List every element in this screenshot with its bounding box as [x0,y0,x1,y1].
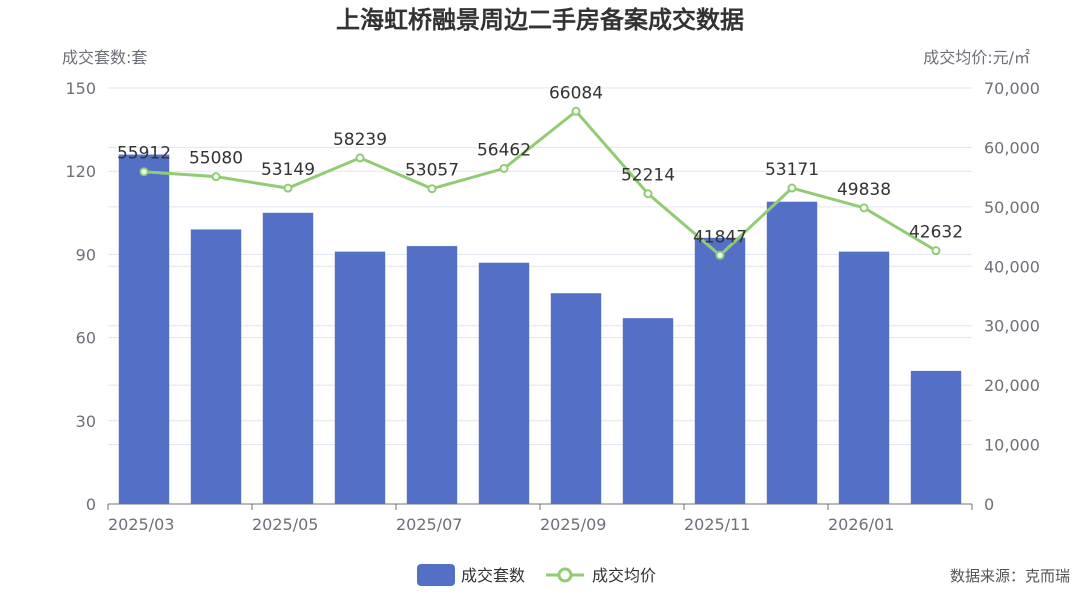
bar-2025/06 [334,251,386,504]
bar-2025/11 [694,237,746,504]
data-source: 数据来源：克而瑞 [950,567,1070,585]
right-tick-label: 30,000 [984,317,1040,336]
left-axis-name: 成交套数:套 [62,48,147,67]
x-tick-label: 2026/01 [828,515,894,534]
left-tick-label: 0 [86,495,96,514]
price-point-2025/04 [211,172,221,182]
legend-label-line: 成交均价 [592,566,656,585]
price-point-2025/06 [355,153,365,163]
price-point-2025/09 [571,106,581,116]
right-tick-label: 20,000 [984,376,1040,395]
legend-label-bar: 成交套数 [461,566,525,585]
price-point-2025/07 [427,184,437,194]
left-axis-ticks: 0 30 60 90 120 150 [65,79,96,514]
bar-2026/01 [838,251,890,504]
price-point-2025/10 [643,189,653,199]
price-point-2026/02 [931,246,941,256]
bar-2025/10 [622,318,674,504]
legend[interactable]: 成交套数 成交均价 [417,564,656,586]
x-tick-label: 2025/03 [108,515,174,534]
right-axis-ticks: 0 10,000 20,000 30,000 40,000 50,000 60,000 70,… [984,79,1040,514]
left-tick-label: 90 [76,245,96,264]
price-data-label: 41847 [693,227,747,247]
price-data-label: 52214 [621,166,675,186]
bar-2025/07 [406,246,458,504]
right-tick-label: 10,000 [984,436,1040,455]
right-axis-name: 成交均价:元/㎡ [923,48,1030,67]
x-tick-label: 2025/11 [684,515,750,534]
bar-2025/05 [262,212,314,505]
price-data-label: 53057 [405,161,459,181]
price-point-2025/03 [139,167,149,177]
bar-2025/09 [550,293,602,504]
price-point-2026/01 [859,203,869,213]
legend-bar-swatch [417,564,455,586]
bar-2025/08 [478,262,530,504]
legend-line-marker [557,567,573,583]
right-tick-label: 0 [984,495,994,514]
right-tick-label: 60,000 [984,138,1040,157]
bar-2025/12 [766,201,818,504]
price-data-label: 53171 [765,160,819,180]
right-tick-label: 50,000 [984,198,1040,217]
price-data-label: 49838 [837,180,891,200]
x-axis: 2025/03 2025/05 2025/07 2025/09 2025/11 2026/… [107,503,973,534]
price-data-label: 55912 [117,144,171,164]
bar-series [118,154,962,505]
bar-2025/03 [118,154,170,504]
price-point-2025/11 [715,250,725,260]
bar-2025/04 [190,229,242,504]
price-data-label: 53149 [261,160,315,180]
x-tick-label: 2025/05 [252,515,318,534]
right-tick-label: 70,000 [984,79,1040,98]
price-data-label: 58239 [333,130,387,150]
price-point-2025/08 [499,163,509,173]
x-tick-label: 2025/09 [540,515,606,534]
price-data-label: 66084 [549,83,603,103]
grid-lines [108,87,972,446]
left-tick-label: 120 [65,162,96,181]
price-point-2025/12 [787,183,797,193]
price-line [143,109,937,257]
price-data-label: 55080 [189,149,243,169]
left-tick-label: 30 [76,412,96,431]
bar-2026/02 [910,370,962,504]
line-series: 55912 55080 53149 58239 53057 56462 66084 52214… [117,83,963,260]
price-data-label: 56462 [477,140,531,160]
price-data-label: 42632 [909,223,963,243]
price-point-2025/05 [283,183,293,193]
left-tick-label: 150 [65,79,96,98]
left-tick-label: 60 [76,329,96,348]
x-tick-label: 2025/07 [396,515,462,534]
chart-title: 上海虹桥融景周边二手房备案成交数据 [336,6,744,34]
right-tick-label: 40,000 [984,257,1040,276]
